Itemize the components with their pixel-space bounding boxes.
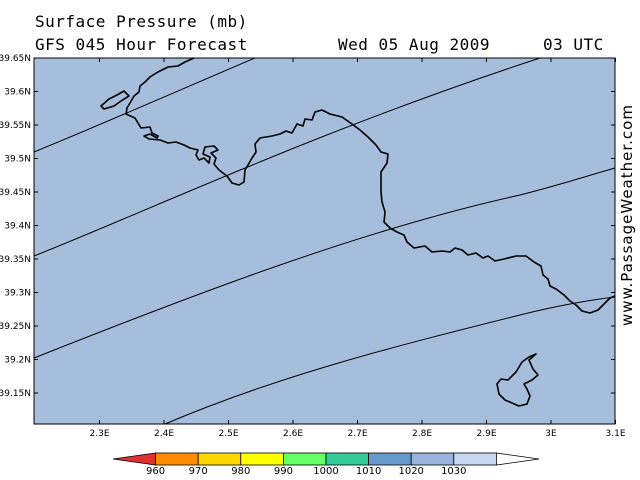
coastline: [100, 57, 616, 407]
legend-swatch: [368, 452, 412, 466]
legend-swatch: [410, 452, 455, 466]
lat-tick-label: 39.15N: [0, 389, 31, 399]
isobar-line: [33, 57, 541, 257]
legend-swatch: [325, 452, 369, 466]
coastline-mallorca: [125, 57, 616, 314]
watermark: www.PassageWeather.com: [617, 60, 637, 370]
lat-tick-label: 39.25N: [0, 322, 31, 332]
latitude-axis: 39.65N 39.6N 39.55N 39.5N 39.45N 39.4N 39.35N 3…: [0, 54, 615, 399]
lat-tick-label: 39.3N: [4, 289, 31, 299]
forecast-label: GFS 045 Hour Forecast: [35, 35, 248, 54]
lat-tick-label: 39.5N: [4, 155, 31, 165]
pressure-legend: 960 970 980 990 1000 1010 1020 1030: [112, 452, 540, 477]
legend-swatch: [197, 452, 242, 466]
coastline-dragonera: [100, 90, 130, 110]
map-title: Surface Pressure (mb): [35, 12, 248, 31]
lon-tick-label: 2.9E: [477, 429, 497, 439]
legend-value: 1000: [313, 466, 338, 477]
longitude-axis: 2.3E 2.4E 2.5E 2.6E 2.7E 2.8E 2.9E 3E 3.1E: [90, 58, 626, 439]
watermark-text: www.PassageWeather.com: [618, 104, 637, 326]
lat-tick-label: 39.6N: [4, 88, 31, 98]
legend-value: 980: [231, 466, 250, 477]
isobar-line: [33, 57, 256, 153]
legend-value: 970: [189, 466, 208, 477]
legend-arrow-low: [112, 452, 157, 466]
lon-tick-label: 2.4E: [154, 429, 174, 439]
isobars: [33, 57, 616, 425]
legend-value: 1010: [356, 466, 381, 477]
isobar-line: [164, 296, 616, 425]
forecast-time: 03 UTC: [543, 35, 604, 54]
lat-tick-label: 39.65N: [0, 54, 31, 64]
legend-value: 1020: [398, 466, 423, 477]
lon-tick-label: 2.8E: [412, 429, 432, 439]
legend-swatch: [453, 452, 497, 466]
lon-tick-label: 2.6E: [283, 429, 303, 439]
lat-tick-label: 39.55N: [0, 121, 31, 131]
lat-tick-label: 39.35N: [0, 255, 31, 265]
isobar-line: [33, 167, 616, 359]
lat-tick-label: 39.45N: [0, 188, 31, 198]
legend-swatch: [240, 452, 284, 466]
legend-value: 1030: [441, 466, 466, 477]
lat-tick-label: 39.4N: [4, 222, 31, 232]
lon-tick-label: 2.5E: [219, 429, 239, 439]
lon-tick-label: 2.7E: [348, 429, 368, 439]
lon-tick-label: 3.1E: [606, 429, 626, 439]
sea-area: [34, 58, 615, 424]
legend-value: 990: [274, 466, 293, 477]
legend-swatch: [155, 452, 199, 466]
legend-arrow-high: [495, 452, 540, 466]
coastline-cabrera: [496, 353, 539, 407]
legend-swatch: [282, 452, 327, 466]
legend-value: 960: [146, 466, 165, 477]
map-frame: [33, 57, 616, 425]
lat-tick-label: 39.2N: [4, 356, 31, 366]
forecast-date: Wed 05 Aug 2009: [338, 35, 490, 54]
lon-tick-label: 3E: [545, 429, 557, 439]
lon-tick-label: 2.3E: [90, 429, 110, 439]
